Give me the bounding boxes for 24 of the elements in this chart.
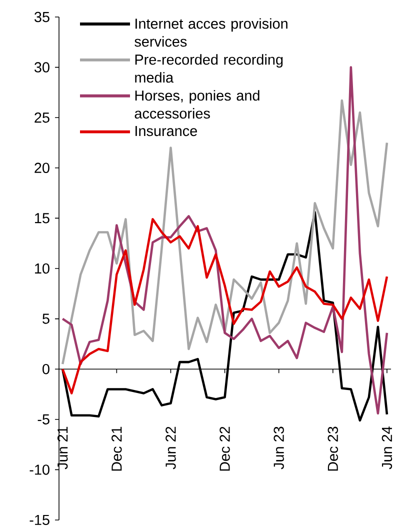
y-tick-label: 20 <box>34 162 50 174</box>
line-series <box>61 66 388 415</box>
legend-label: Horses, ponies and accessories <box>134 90 260 119</box>
y-tick-label: 5 <box>42 314 50 324</box>
legend-label: Pre-recorded recording media <box>135 54 283 83</box>
y-tick-label: -10 <box>30 464 50 475</box>
y-tick-label: 30 <box>34 62 50 72</box>
y-tick-label: 25 <box>34 112 50 123</box>
x-tick-label: Jun 24 <box>382 426 392 470</box>
y-tick-label: 35 <box>34 12 50 22</box>
y-tick-label: -15 <box>30 514 50 526</box>
x-tick-label: Dec 22 <box>220 426 230 471</box>
legend-label: Insurance <box>136 126 197 136</box>
x-tick-label: Dec 21 <box>112 426 122 471</box>
y-tick-label: 10 <box>35 263 50 274</box>
line-series <box>61 218 388 394</box>
y-tick-label: -5 <box>38 414 50 424</box>
x-tick-label: Jun 22 <box>166 426 176 470</box>
y-tick-label: 15 <box>35 213 50 224</box>
y-tick-label: 0 <box>42 364 50 374</box>
x-tick-label: Dec 23 <box>328 426 338 471</box>
x-tick-label: Jun 23 <box>274 426 284 470</box>
x-tick-label: Jun 21 <box>57 426 68 470</box>
legend-label: Internet acces provision services <box>134 18 288 47</box>
